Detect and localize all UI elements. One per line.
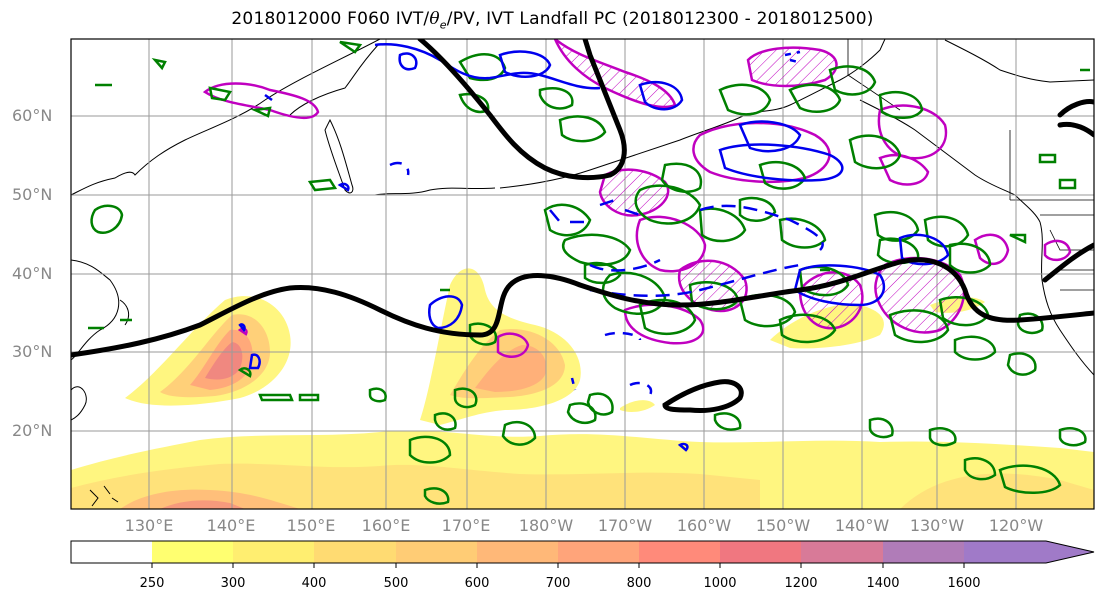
- lon-label-130w: 130°W: [909, 516, 965, 535]
- colorbar-tick-label: 1000: [703, 576, 737, 591]
- lon-label-160w: 160°W: [676, 516, 732, 535]
- lon-label-140w: 140°W: [834, 516, 890, 535]
- colorbar-tick-label: 700: [545, 576, 571, 591]
- lon-label-150e: 150°E: [286, 516, 336, 535]
- lat-label-30n: 30°N: [12, 342, 53, 361]
- lon-label-170e: 170°E: [441, 516, 491, 535]
- coastlines: [71, 39, 1094, 507]
- colorbar-tick-label: 800: [626, 576, 652, 591]
- map-panel: [70, 38, 1095, 510]
- colorbar: [70, 540, 1095, 568]
- lon-label-160e: 160°E: [361, 516, 411, 535]
- colorbar-tick-label: 500: [383, 576, 409, 591]
- theta-e-contours: [71, 39, 1094, 413]
- lon-label-140e: 140°E: [206, 516, 256, 535]
- colorbar-tick-label: 600: [464, 576, 490, 591]
- colorbar-tick-label: 400: [301, 576, 327, 591]
- colorbar-tick-label: 300: [220, 576, 246, 591]
- colorbar-tick-label: 1600: [947, 576, 981, 591]
- lon-label-180w: 180°W: [518, 516, 574, 535]
- lat-label-20n: 20°N: [12, 421, 53, 440]
- map-title: 2018012000 F060 IVT/θe/PV, IVT Landfall …: [231, 9, 874, 32]
- colorbar-tick-label: 1400: [866, 576, 900, 591]
- lat-label-40n: 40°N: [12, 264, 53, 283]
- lon-label-130e: 130°E: [124, 516, 174, 535]
- colorbar-tick-label: 250: [139, 576, 165, 591]
- lon-label-150w: 150°W: [755, 516, 811, 535]
- lon-label-120w: 120°W: [988, 516, 1044, 535]
- lat-label-50n: 50°N: [12, 185, 53, 204]
- lat-label-60n: 60°N: [12, 106, 53, 125]
- blue-contours: [238, 43, 950, 452]
- lon-label-170w: 170°W: [597, 516, 653, 535]
- colorbar-tick-label: 1200: [784, 576, 818, 591]
